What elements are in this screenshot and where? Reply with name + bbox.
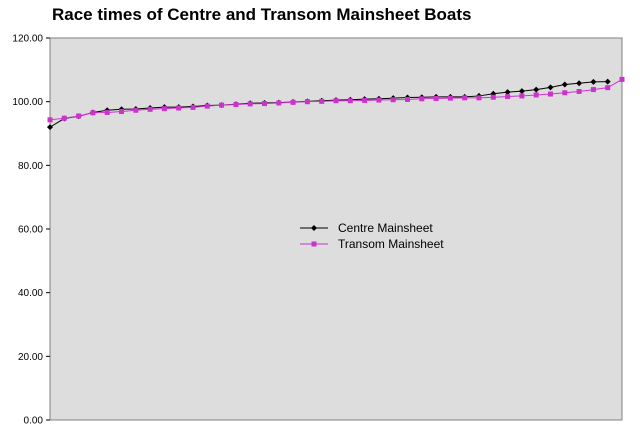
data-point [333,98,339,104]
y-tick-label: 40.00 [18,288,43,299]
data-point [119,109,124,115]
data-point [133,107,139,113]
data-point [605,85,611,91]
legend-item: Centre Mainsheet [300,221,433,235]
data-point [548,91,553,97]
data-point [90,110,96,116]
data-point [61,115,67,121]
data-point [304,99,310,105]
data-point [518,88,525,95]
data-point [562,90,568,96]
series-1 [47,76,625,123]
data-point [362,97,368,103]
data-point [290,99,296,105]
data-point [433,95,439,101]
data-point [533,86,540,93]
data-point [604,78,611,85]
data-point [462,95,468,101]
data-point [247,101,253,107]
data-point [262,101,267,107]
data-point [405,96,410,102]
y-tick-label: 80.00 [18,161,43,172]
legend-marker [311,241,317,247]
data-point [504,89,511,96]
legend-label: Transom Mainsheet [338,237,444,251]
data-point [576,88,582,94]
data-point [419,96,425,102]
data-point [576,80,583,87]
data-point [147,106,153,112]
data-point [390,97,396,103]
data-point [590,87,596,93]
data-point [104,109,110,115]
data-point [176,105,182,111]
y-tick-label: 100.00 [12,97,43,108]
data-point [47,117,53,123]
legend-label: Centre Mainsheet [338,221,433,235]
series-layer [47,76,625,131]
y-tick-label: 120.00 [12,34,43,45]
data-point [519,93,525,99]
data-point [590,78,597,85]
data-point [505,94,511,100]
legend-marker [311,225,317,231]
data-point [347,98,353,104]
y-tick-label: 0.00 [24,416,44,427]
data-point [233,102,239,108]
y-axis: 0.00 20.00 40.00 60.00 80.00 100.00 120.00 [12,34,50,427]
data-point [190,104,196,110]
data-point [204,103,210,109]
data-point [547,84,554,91]
data-point [276,100,282,106]
series-line [49,81,608,128]
data-point [447,95,453,101]
chart-title: Race times of Centre and Transom Mainshe… [52,5,472,24]
y-tick-label: 20.00 [18,352,43,363]
legend-item: Transom Mainsheet [300,237,444,251]
y-tick-label: 60.00 [18,225,43,236]
plot-area [49,37,623,421]
legend: Centre Mainsheet Transom Mainsheet [300,221,444,251]
data-point [161,106,167,112]
data-point [619,76,625,82]
data-point [533,92,539,98]
data-point [476,95,482,101]
data-point [76,113,82,119]
data-point [219,102,225,108]
data-point [47,124,53,131]
data-point [490,94,496,100]
data-point [376,97,382,103]
data-point [319,98,325,104]
data-point [561,81,568,88]
